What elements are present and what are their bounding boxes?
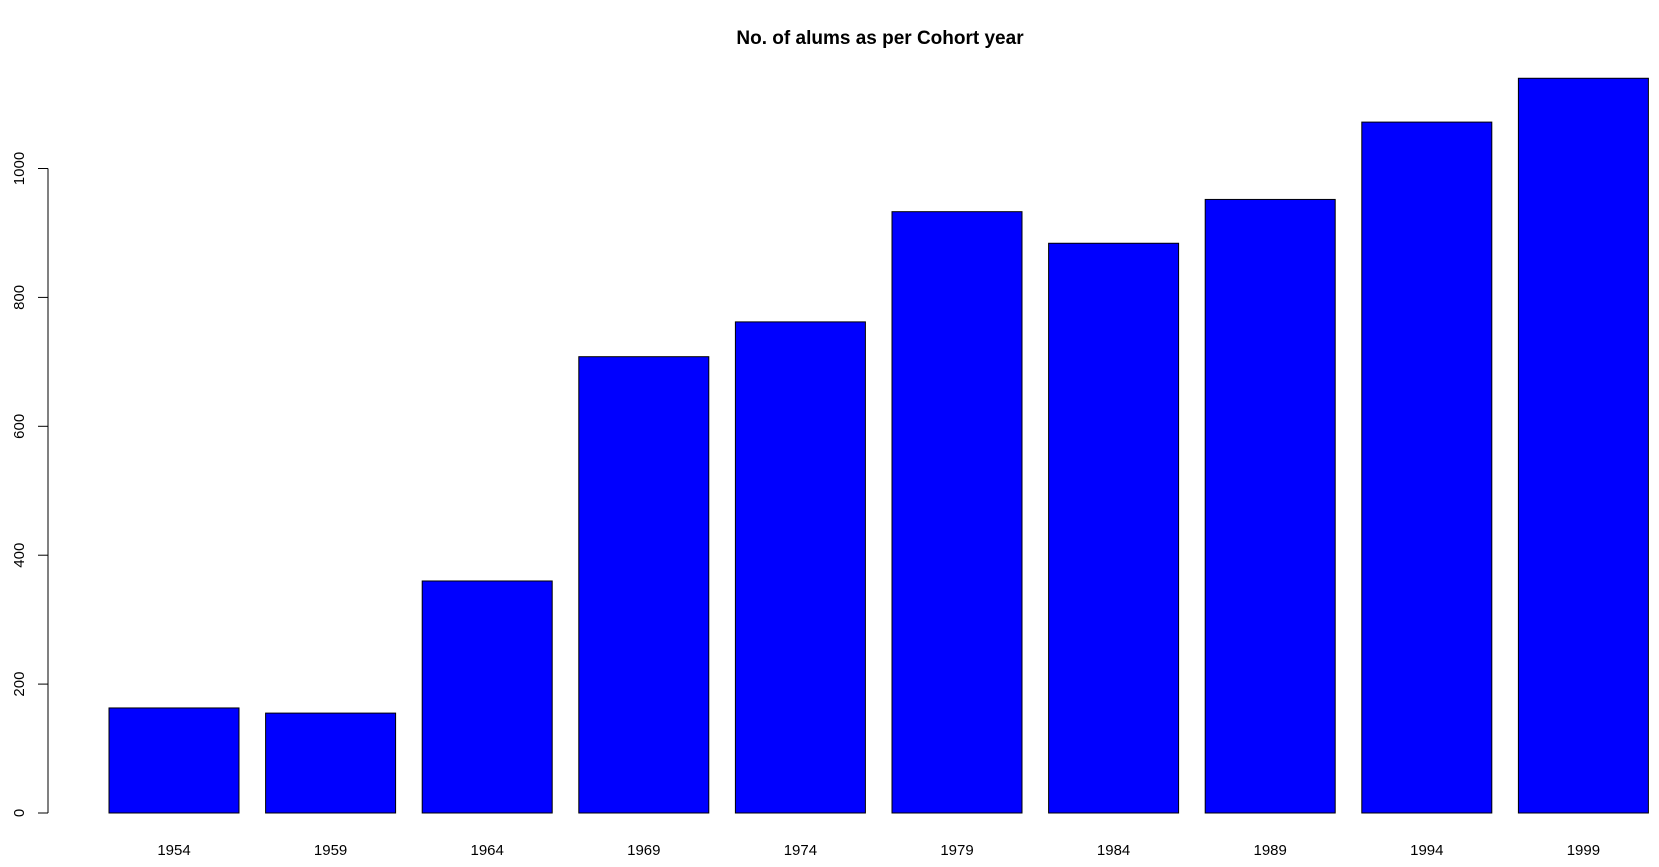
- bar-1969: [578, 356, 710, 814]
- chart-title: No. of alums as per Cohort year: [736, 28, 1024, 49]
- x-tick-label: 1999: [1567, 842, 1600, 859]
- x-tick-label: 1954: [157, 842, 190, 859]
- bar-1964: [421, 580, 553, 814]
- y-tick-label: 0: [11, 809, 28, 817]
- bar-1999: [1517, 77, 1649, 814]
- x-tick-label: 1964: [471, 842, 504, 859]
- x-tick-label: 1994: [1410, 842, 1443, 859]
- y-tick-label: 200: [11, 672, 28, 697]
- x-tick-label: 1984: [1097, 842, 1130, 859]
- y-tick-label: 1000: [11, 152, 28, 185]
- bar-1989: [1204, 198, 1336, 814]
- bar-1959: [265, 712, 397, 814]
- y-tick-label: 400: [11, 543, 28, 568]
- x-tick-label: 1979: [940, 842, 973, 859]
- y-tick-label: 600: [11, 414, 28, 439]
- bars-group: [108, 77, 1649, 814]
- bar-1994: [1361, 121, 1493, 814]
- x-tick-labels: 1954 1959 1964 1969 1974 1979 1984 1989 1994 1999: [157, 842, 1600, 859]
- bar-1974: [734, 321, 866, 814]
- x-tick-label: 1974: [784, 842, 817, 859]
- x-tick-label: 1959: [314, 842, 347, 859]
- y-tick-label: 800: [11, 285, 28, 310]
- bar-1979: [891, 211, 1023, 814]
- x-tick-label: 1989: [1254, 842, 1287, 859]
- bar-1954: [108, 707, 240, 814]
- bar-1984: [1048, 242, 1180, 814]
- y-axis: 0 200 400 600 800 1000: [11, 152, 49, 817]
- x-tick-label: 1969: [627, 842, 660, 859]
